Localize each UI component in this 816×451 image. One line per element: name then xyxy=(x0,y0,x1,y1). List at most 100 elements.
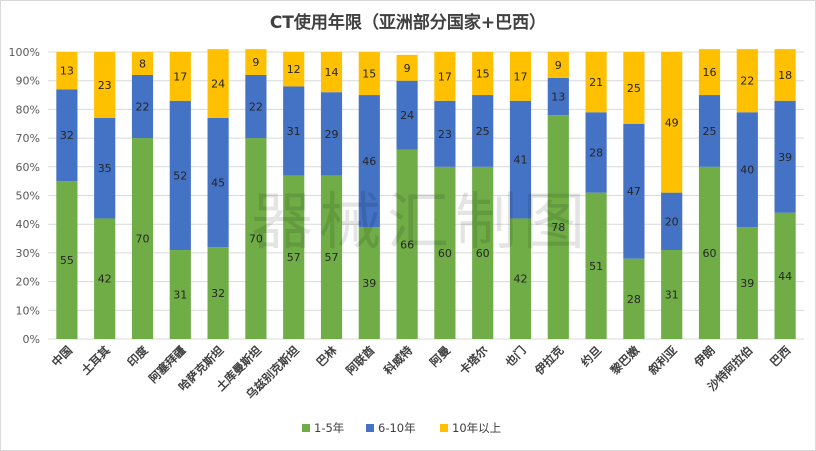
data-label: 49 xyxy=(665,116,679,129)
data-label: 39 xyxy=(778,151,792,164)
bar-segment xyxy=(283,86,305,176)
data-label: 22 xyxy=(740,75,754,88)
bar-segment xyxy=(509,218,532,339)
data-label: 17 xyxy=(173,70,187,83)
y-tick-label: 10% xyxy=(16,304,40,317)
data-label: 55 xyxy=(60,254,74,267)
bar-segment xyxy=(623,258,645,339)
x-tick-label: 巴林 xyxy=(313,343,340,370)
y-tick-label: 90% xyxy=(16,75,40,88)
bar-segment xyxy=(509,100,532,219)
bar-segment xyxy=(56,181,78,339)
bar-segment xyxy=(207,247,229,339)
data-label: 23 xyxy=(98,79,112,92)
data-label: 44 xyxy=(778,270,792,283)
data-label: 17 xyxy=(438,70,452,83)
bar-segment xyxy=(623,52,645,124)
bar-segment xyxy=(547,77,569,116)
data-label: 42 xyxy=(98,273,112,286)
bar-segment xyxy=(434,166,456,339)
x-tick-label: 印度 xyxy=(124,343,151,370)
data-label: 14 xyxy=(325,66,339,79)
y-tick-label: 40% xyxy=(16,218,40,231)
x-tick-label: 黎巴嫩 xyxy=(608,343,643,378)
x-tick-label: 叙利亚 xyxy=(646,343,681,378)
bars-group: 55 32 13 42 35 23 70 22 8 31 52 17 32 45 24 70 22 9 57 31 12… xyxy=(56,49,796,339)
data-label: 31 xyxy=(287,125,301,138)
x-tick-label: 巴西 xyxy=(767,343,794,370)
y-tick-label: 20% xyxy=(16,276,40,289)
data-label: 15 xyxy=(362,68,376,81)
bar-segment xyxy=(207,49,229,119)
legend-swatch xyxy=(302,424,310,432)
bar-segment xyxy=(774,100,796,213)
bar-segment xyxy=(472,52,494,96)
data-label: 32 xyxy=(60,129,74,142)
bar-segment xyxy=(698,49,721,96)
data-label: 39 xyxy=(362,277,376,290)
bar-segment xyxy=(736,49,758,113)
data-label: 17 xyxy=(514,70,528,83)
bar-segment xyxy=(56,89,78,182)
bar-segment xyxy=(774,212,796,339)
legend-swatch xyxy=(440,424,448,432)
data-label: 22 xyxy=(249,101,263,114)
bar-segment xyxy=(547,115,569,339)
data-label: 25 xyxy=(627,82,641,95)
bar-segment xyxy=(585,192,607,339)
data-label: 9 xyxy=(555,59,562,72)
x-tick-label: 伊朗 xyxy=(691,343,718,370)
bar-segment xyxy=(94,118,116,219)
data-label: 60 xyxy=(476,247,490,260)
bar-segment xyxy=(509,52,532,101)
data-label: 28 xyxy=(627,293,641,306)
legend-label: 1-5年 xyxy=(314,421,344,435)
data-label: 32 xyxy=(211,287,225,300)
data-label: 12 xyxy=(287,63,301,76)
bar-segment xyxy=(472,95,494,167)
data-label: 16 xyxy=(703,66,717,79)
legend: 1-5年 6-10年 10年以上 xyxy=(302,421,501,435)
bar-segment xyxy=(94,218,116,339)
data-label: 40 xyxy=(740,164,754,177)
y-tick-label: 100% xyxy=(9,46,40,59)
bar-segment xyxy=(472,166,494,339)
y-tick-label: 60% xyxy=(16,161,40,174)
data-label: 23 xyxy=(438,128,452,141)
bar-segment xyxy=(358,52,380,96)
data-label: 66 xyxy=(400,238,414,251)
bar-segment xyxy=(547,52,569,78)
bar-segment xyxy=(245,49,267,75)
data-label: 46 xyxy=(362,155,376,168)
data-label: 25 xyxy=(703,125,717,138)
bar-segment xyxy=(434,52,456,101)
bar-segment xyxy=(245,74,267,139)
legend-label: 10年以上 xyxy=(452,421,501,435)
y-tick-label: 80% xyxy=(16,103,40,116)
bar-segment xyxy=(661,52,683,193)
x-tick-label: 阿曼 xyxy=(427,343,454,370)
data-label: 25 xyxy=(476,125,490,138)
data-label: 31 xyxy=(665,289,679,302)
bar-segment xyxy=(434,100,456,167)
bar-segment xyxy=(774,49,796,101)
bar-segment xyxy=(661,192,683,251)
bar-segment xyxy=(131,138,154,339)
legend-swatch xyxy=(366,424,374,432)
data-label: 52 xyxy=(173,169,187,182)
data-label: 51 xyxy=(589,260,603,273)
bar-segment xyxy=(698,95,721,167)
data-label: 21 xyxy=(589,76,603,89)
data-label: 39 xyxy=(740,277,754,290)
data-label: 24 xyxy=(400,109,414,122)
bar-segment xyxy=(585,52,607,113)
data-label: 70 xyxy=(249,233,263,246)
data-label: 9 xyxy=(404,62,411,75)
data-label: 35 xyxy=(98,162,112,175)
bar-segment xyxy=(320,175,343,339)
bar-segment xyxy=(56,52,78,90)
data-label: 8 xyxy=(139,57,146,70)
bar-segment xyxy=(283,52,305,87)
